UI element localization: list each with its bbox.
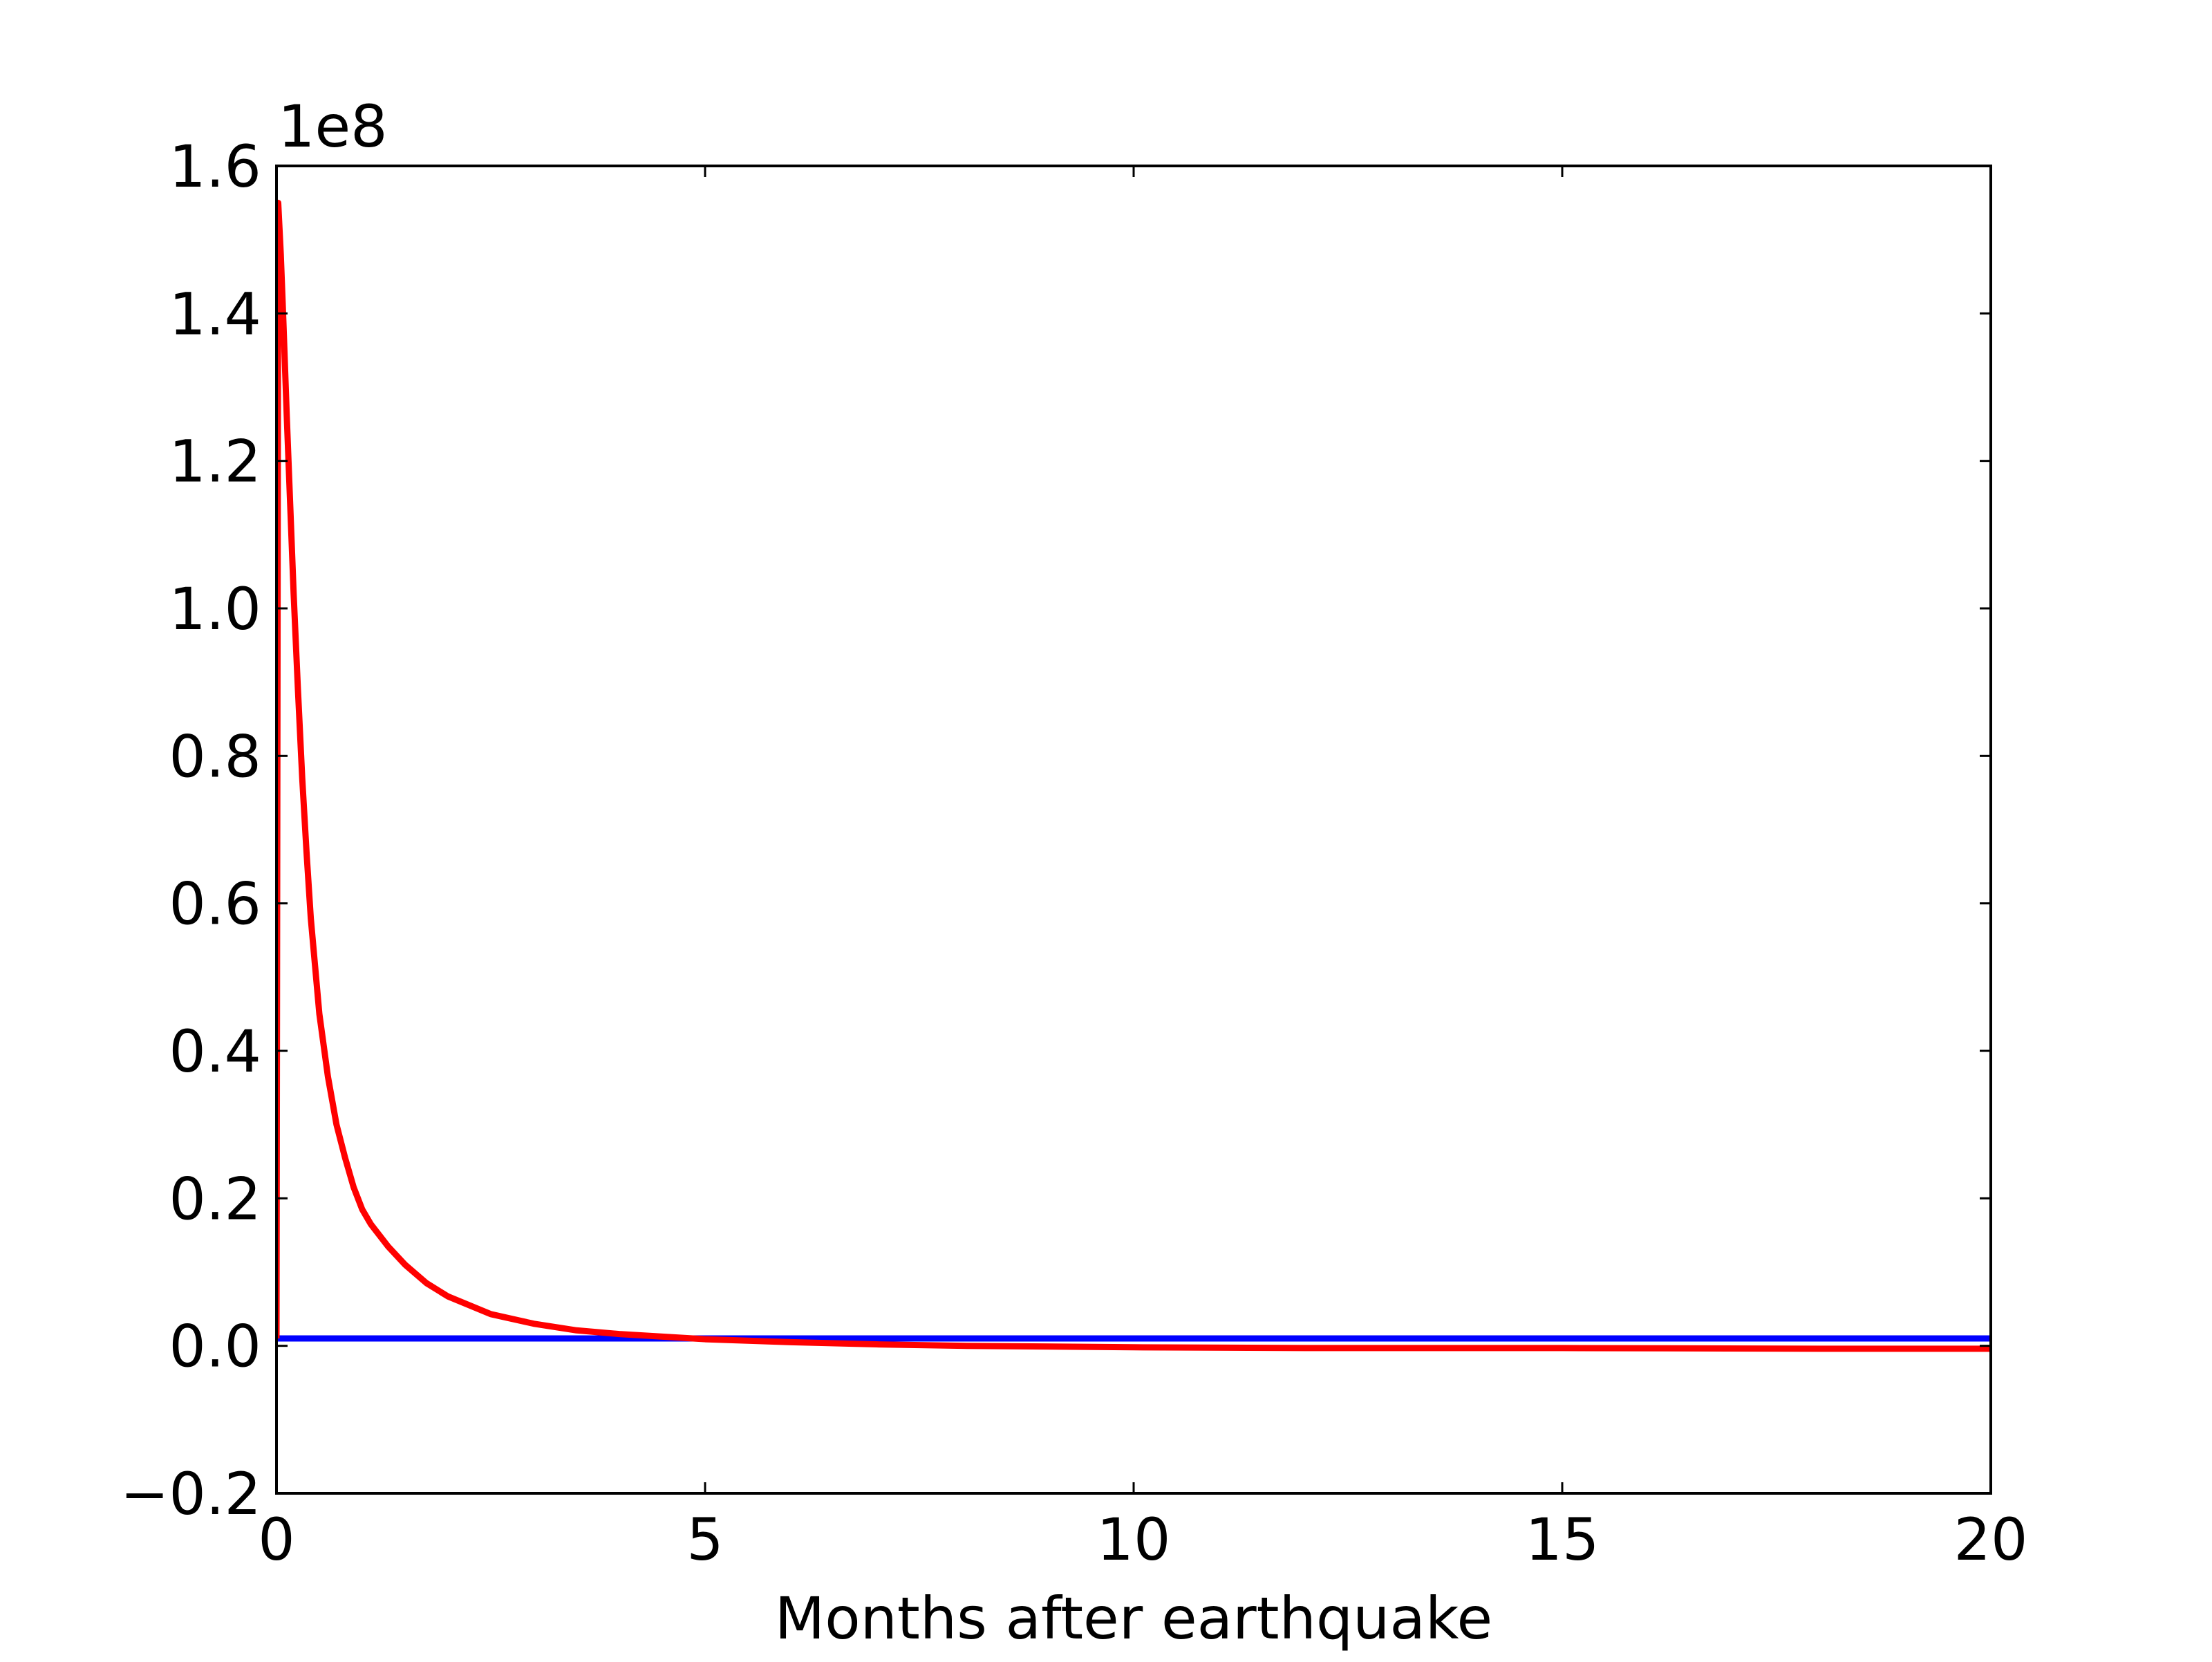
y-tick-label: 0.4 [169,1018,261,1085]
series-line-1 [276,199,1991,1352]
x-axis-label: Months after earthquake [775,1585,1492,1652]
x-tick-label: 15 [1526,1506,1600,1574]
y-offset-text: 1e8 [278,93,388,160]
plot-area-frame [275,165,1992,1495]
y-tick-label: 0.0 [169,1313,261,1381]
y-tick-label: 0.8 [169,722,261,790]
series-layer [276,199,1991,1352]
y-tick-label: 1.0 [169,575,261,643]
y-tick-label: 1.6 [169,133,261,200]
y-tick-label: −0.2 [120,1460,261,1528]
y-tick-label: 1.4 [169,280,261,348]
x-tick-label: 5 [686,1506,723,1574]
x-tick-label: 10 [1097,1506,1171,1574]
tick-layer: 0 5 10 15 20 −0.2 0.0 0.2 0.4 0.6 0.8 1.0 1.2 1.4 1.6 [120,133,2027,1574]
x-tick-label: 20 [1954,1506,2028,1574]
x-tick-label: 0 [258,1506,294,1574]
y-tick-label: 0.6 [169,870,261,938]
y-tick-label: 0.2 [169,1165,261,1233]
y-tick-label: 1.2 [169,428,261,496]
